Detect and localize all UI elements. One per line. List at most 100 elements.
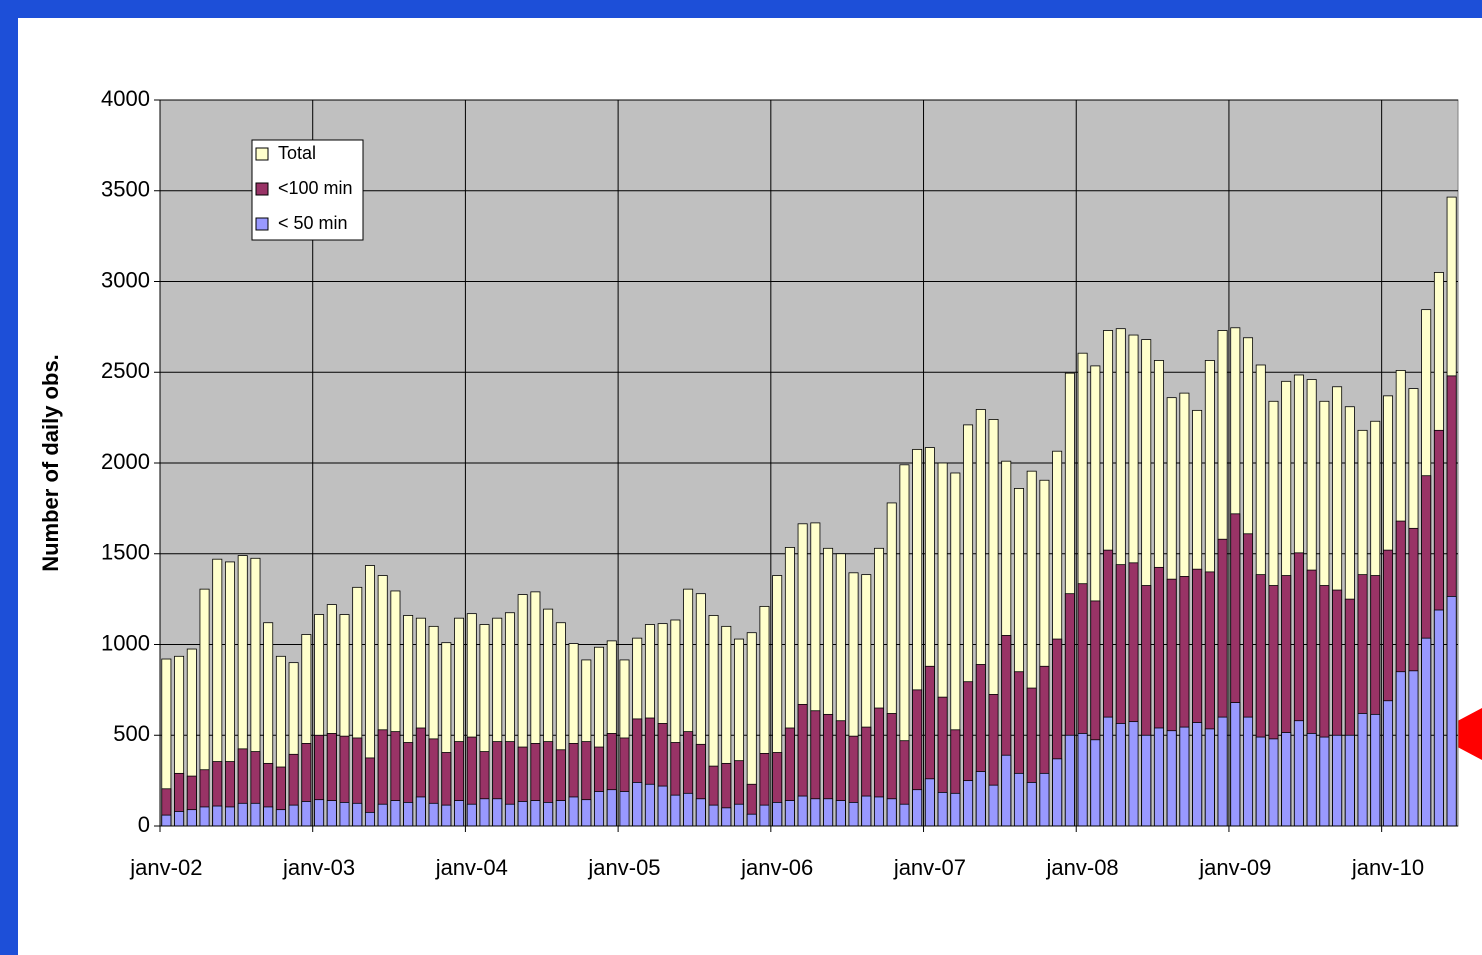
- bar: [1319, 736, 1330, 827]
- bar: [275, 809, 286, 827]
- bar: [543, 802, 554, 827]
- legend-box: [251, 139, 364, 241]
- bar: [594, 791, 605, 827]
- bar: [1153, 727, 1164, 827]
- y-tick-label: 4000: [101, 86, 150, 111]
- bar: [988, 784, 999, 827]
- legend-swatch: [255, 217, 269, 231]
- bar: [1013, 772, 1024, 827]
- bar: [759, 804, 770, 827]
- bar: [1141, 734, 1152, 827]
- bar: [1332, 734, 1343, 827]
- bar: [695, 798, 706, 827]
- bar: [479, 798, 490, 827]
- bar: [683, 792, 694, 827]
- bar: [517, 801, 528, 827]
- bar: [1421, 637, 1432, 827]
- bar: [772, 802, 783, 827]
- bar: [1217, 716, 1228, 827]
- bar: [1026, 782, 1037, 827]
- bar: [886, 798, 897, 827]
- y-tick-label: 1500: [101, 540, 150, 565]
- bar: [1064, 734, 1075, 827]
- bar: [1128, 721, 1139, 827]
- bar: [212, 805, 223, 827]
- bar: [403, 802, 414, 827]
- bar: [848, 802, 859, 827]
- bar: [746, 813, 757, 827]
- bar: [708, 804, 719, 827]
- y-tick-label: 2000: [101, 449, 150, 474]
- bar: [1293, 720, 1304, 827]
- bar: [441, 804, 452, 827]
- x-tick-label: janv-07: [893, 855, 966, 880]
- bar: [1103, 716, 1114, 827]
- x-tick-label: janv-06: [740, 855, 813, 880]
- bar: [657, 785, 668, 827]
- bar: [263, 806, 274, 827]
- bar: [1001, 754, 1012, 827]
- bar: [619, 791, 630, 827]
- bar: [466, 803, 477, 827]
- bar: [670, 794, 681, 827]
- bar: [1383, 700, 1393, 827]
- x-tick-label: janv-08: [1046, 855, 1119, 880]
- legend-label: < 50 min: [278, 213, 348, 233]
- bar: [288, 804, 299, 827]
- bar: [250, 802, 261, 827]
- bar: [581, 799, 592, 827]
- bar: [924, 778, 935, 827]
- bar: [1370, 713, 1381, 827]
- bar: [174, 811, 185, 827]
- bar: [1166, 730, 1177, 827]
- x-tick-label: janv-02: [129, 855, 202, 880]
- bar: [454, 800, 465, 827]
- bar: [721, 807, 732, 827]
- bar: [644, 783, 655, 827]
- bar: [390, 800, 401, 827]
- bar: [835, 800, 846, 827]
- bar: [1357, 713, 1368, 827]
- legend-label: Total: [278, 143, 316, 163]
- bar: [1204, 728, 1215, 827]
- bar: [1306, 733, 1317, 827]
- bar: [428, 802, 439, 827]
- x-tick-label: janv-04: [435, 855, 508, 880]
- bar: [492, 798, 503, 827]
- bar: [1077, 733, 1088, 827]
- y-tick-label: 3500: [101, 177, 150, 202]
- bar: [326, 800, 337, 827]
- y-tick-label: 500: [113, 721, 150, 746]
- bar: [301, 801, 312, 827]
- bar: [1090, 739, 1101, 827]
- bar: [1039, 772, 1050, 827]
- y-tick-label: 1000: [101, 630, 150, 655]
- y-tick-label: 0: [138, 812, 150, 837]
- bar: [1243, 716, 1254, 827]
- bar: [237, 802, 248, 827]
- bar: [912, 789, 923, 827]
- bar: [1052, 758, 1063, 827]
- bar: [950, 792, 961, 827]
- bar: [1255, 736, 1266, 827]
- y-tick-label: 2500: [101, 358, 150, 383]
- bar: [823, 798, 834, 827]
- bar: [352, 802, 363, 827]
- bar: [797, 795, 808, 827]
- bar: [504, 803, 515, 827]
- bar: [377, 803, 388, 827]
- bar: [1230, 702, 1241, 827]
- bar: [632, 782, 643, 827]
- bar: [364, 811, 375, 827]
- y-tick-label: 3000: [101, 267, 150, 292]
- legend-swatch: [255, 147, 269, 161]
- bar: [1268, 738, 1279, 827]
- bar: [1281, 732, 1292, 827]
- x-tick-label: janv-09: [1198, 855, 1271, 880]
- legend-label: <100 min: [278, 178, 353, 198]
- bar: [1179, 726, 1190, 827]
- bar: [874, 796, 884, 827]
- bar: [1433, 609, 1444, 827]
- bar: [568, 796, 579, 827]
